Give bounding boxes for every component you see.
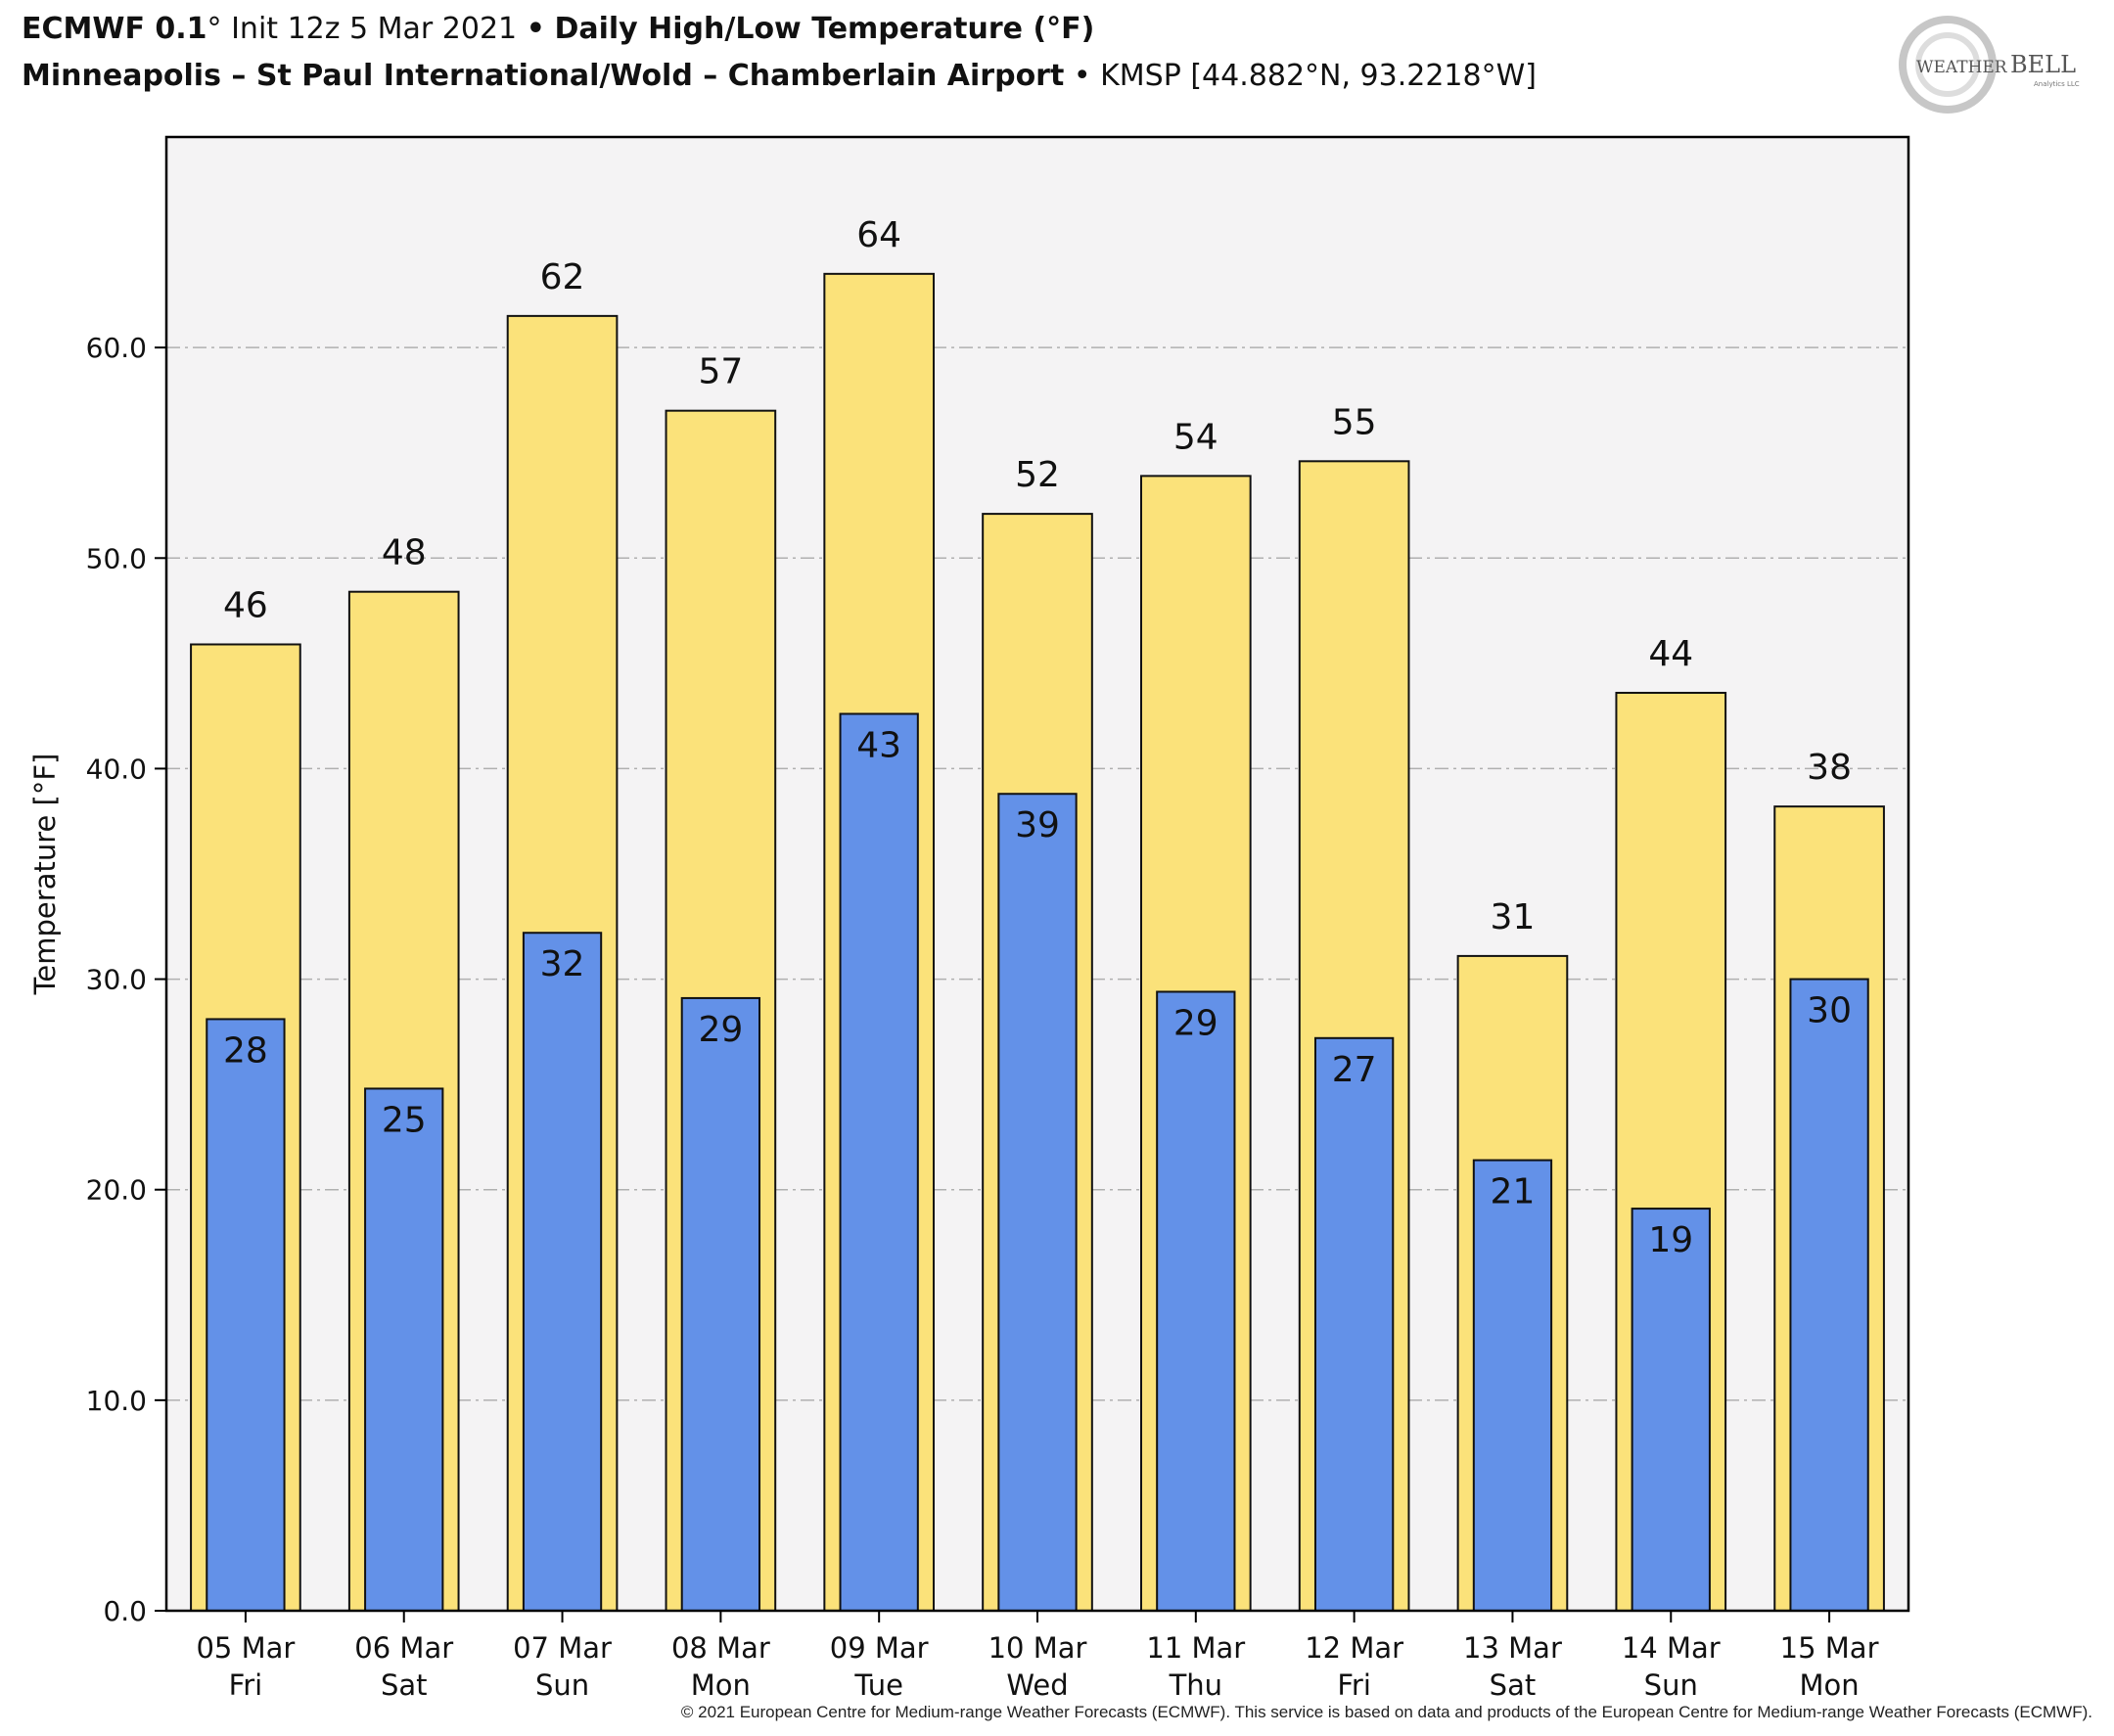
low-value-label: 29 (698, 1010, 743, 1050)
model-name: ECMWF 0.1 (22, 12, 207, 46)
high-value-label: 44 (1648, 634, 1693, 674)
low-value-label: 32 (540, 944, 585, 984)
x-tick-label-date: 11 Mar (1146, 1631, 1245, 1665)
x-tick-label-day: Sun (1644, 1668, 1698, 1702)
low-value-label: 21 (1491, 1172, 1536, 1212)
low-value-label: 27 (1332, 1050, 1377, 1090)
logo-text-sub: Analytics LLC (2034, 80, 2080, 88)
low-value-label: 29 (1173, 1003, 1218, 1043)
logo-text-bell: BELL (2010, 51, 2076, 78)
subtitle-bullet: • (1073, 59, 1091, 93)
high-value-label: 55 (1332, 402, 1377, 442)
low-value-label: 25 (382, 1100, 427, 1140)
low-bar (1313, 1036, 1395, 1612)
y-tick-label: 40.0 (86, 753, 147, 785)
low-bar (364, 1087, 444, 1612)
x-tick-label-day: Tue (853, 1668, 903, 1702)
low-bar (1472, 1159, 1553, 1612)
location-name: Minneapolis – St Paul International/Wold… (22, 59, 1065, 93)
low-value-label: 19 (1648, 1220, 1693, 1260)
y-axis-label: Temperature [°F] (28, 754, 62, 996)
high-value-label: 46 (223, 585, 268, 625)
station-info: KMSP [44.882°N, 93.2218°W] (1100, 59, 1537, 93)
x-tick-label-date: 14 Mar (1622, 1631, 1721, 1665)
high-value-label: 48 (382, 533, 427, 573)
high-value-label: 52 (1015, 455, 1060, 495)
x-tick-label-day: Thu (1169, 1668, 1222, 1702)
high-value-label: 31 (1491, 897, 1536, 937)
x-tick-label-date: 13 Mar (1463, 1631, 1562, 1665)
weatherbell-logo: WEATHER BELL Analytics LLC (1899, 16, 2080, 114)
x-tick-label-day: Fri (1337, 1668, 1371, 1702)
x-tick-label-day: Fri (229, 1668, 263, 1702)
low-bar (1789, 978, 1869, 1612)
x-tick-label-date: 07 Mar (513, 1631, 612, 1665)
y-tick-label: 20.0 (86, 1174, 147, 1207)
low-bar (839, 712, 919, 1612)
copyright-notice: © 2021 European Centre for Medium-range … (680, 1703, 2092, 1721)
low-value-label: 39 (1015, 805, 1060, 845)
x-tick-label-date: 09 Mar (830, 1631, 929, 1665)
low-bar (1156, 990, 1236, 1612)
x-tick-label-date: 05 Mar (196, 1631, 295, 1665)
high-value-label: 54 (1173, 417, 1218, 457)
y-tick-label: 50.0 (86, 542, 147, 574)
y-tick-label: 10.0 (86, 1385, 147, 1417)
high-value-label: 57 (698, 352, 743, 392)
logo-text-weather: WEATHER (1916, 58, 2008, 77)
y-tick-label: 30.0 (86, 964, 147, 996)
high-value-label: 64 (856, 215, 901, 255)
chart-title: ECMWF 0.1° Init 12z 5 Mar 2021 • Daily H… (22, 12, 1094, 46)
x-tick-label-date: 12 Mar (1305, 1631, 1403, 1665)
low-value-label: 43 (856, 725, 901, 765)
low-bar (1631, 1208, 1711, 1612)
x-tick-label-day: Sat (381, 1668, 428, 1702)
high-value-label: 62 (540, 257, 585, 297)
y-tick-label: 60.0 (86, 332, 147, 364)
y-tick-label: 0.0 (103, 1595, 147, 1627)
x-tick-label-date: 08 Mar (671, 1631, 770, 1665)
x-tick-label-date: 10 Mar (988, 1631, 1087, 1665)
x-tick-label-day: Mon (1800, 1668, 1860, 1702)
low-bar (680, 996, 761, 1612)
title-bullet: • (526, 12, 545, 46)
init-time: ° Init 12z 5 Mar 2021 (207, 12, 518, 46)
x-tick-label-day: Sun (535, 1668, 589, 1702)
low-bar (997, 793, 1078, 1612)
x-tick-label-date: 06 Mar (354, 1631, 453, 1665)
low-value-label: 30 (1807, 991, 1852, 1031)
low-bar (522, 932, 603, 1612)
x-tick-label-day: Mon (691, 1668, 751, 1702)
low-bar (206, 1018, 286, 1613)
x-tick-label-day: Wed (1006, 1668, 1068, 1702)
plot-frame (164, 135, 1910, 1613)
x-tick-label-day: Sat (1490, 1668, 1537, 1702)
x-tick-label-date: 15 Mar (1780, 1631, 1879, 1665)
chart-subtitle: Minneapolis – St Paul International/Wold… (22, 59, 1537, 93)
low-value-label: 28 (223, 1030, 268, 1071)
high-value-label: 38 (1807, 748, 1852, 788)
product-name: Daily High/Low Temperature (°F) (554, 12, 1095, 46)
